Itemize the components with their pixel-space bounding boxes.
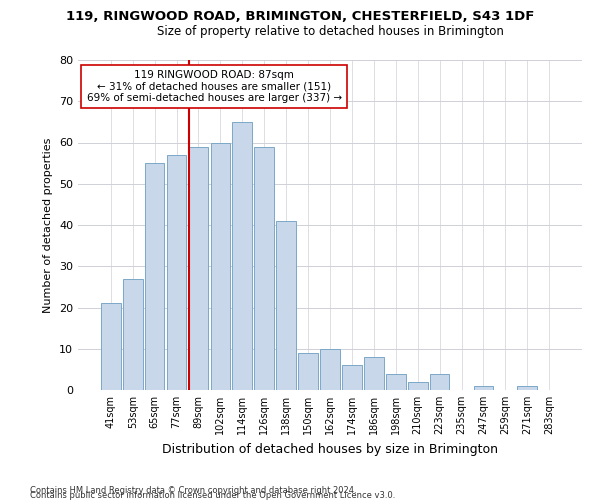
Bar — [517, 386, 537, 390]
Title: Size of property relative to detached houses in Brimington: Size of property relative to detached ho… — [157, 25, 503, 38]
Bar — [232, 122, 252, 390]
Bar — [386, 374, 406, 390]
Bar — [298, 353, 318, 390]
Bar — [430, 374, 449, 390]
Bar — [101, 304, 121, 390]
Bar — [342, 365, 362, 390]
Bar — [167, 155, 187, 390]
Bar — [320, 349, 340, 390]
Bar — [276, 221, 296, 390]
Bar — [123, 278, 143, 390]
X-axis label: Distribution of detached houses by size in Brimington: Distribution of detached houses by size … — [162, 442, 498, 456]
Text: 119 RINGWOOD ROAD: 87sqm
← 31% of detached houses are smaller (151)
69% of semi-: 119 RINGWOOD ROAD: 87sqm ← 31% of detach… — [86, 70, 341, 103]
Bar — [254, 146, 274, 390]
Bar — [408, 382, 428, 390]
Text: Contains HM Land Registry data © Crown copyright and database right 2024.: Contains HM Land Registry data © Crown c… — [30, 486, 356, 495]
Y-axis label: Number of detached properties: Number of detached properties — [43, 138, 53, 312]
Text: Contains public sector information licensed under the Open Government Licence v3: Contains public sector information licen… — [30, 491, 395, 500]
Text: 119, RINGWOOD ROAD, BRIMINGTON, CHESTERFIELD, S43 1DF: 119, RINGWOOD ROAD, BRIMINGTON, CHESTERF… — [66, 10, 534, 23]
Bar — [145, 163, 164, 390]
Bar — [364, 357, 384, 390]
Bar — [188, 146, 208, 390]
Bar — [473, 386, 493, 390]
Bar — [211, 142, 230, 390]
